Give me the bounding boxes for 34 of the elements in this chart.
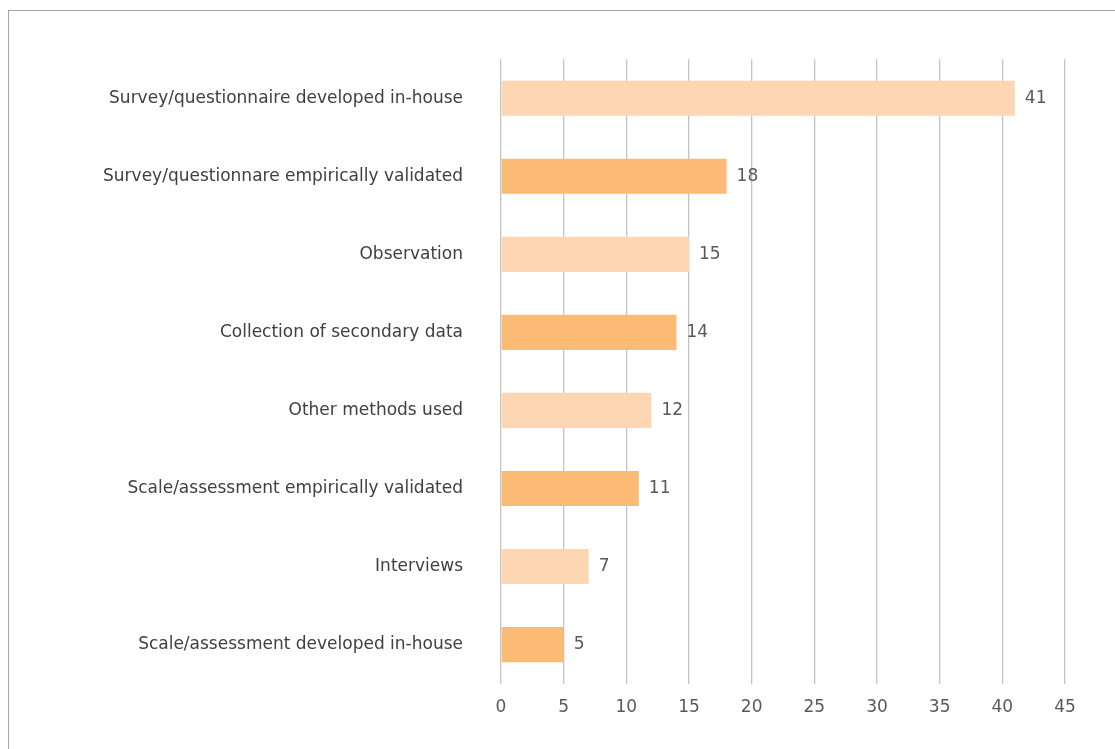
y-tick-label: Survey/questionnaire developed in-house bbox=[109, 86, 463, 107]
data-label: 14 bbox=[686, 320, 709, 341]
bar bbox=[501, 392, 652, 428]
data-label: 15 bbox=[699, 242, 721, 263]
x-tick-label: 10 bbox=[615, 696, 638, 717]
y-tick-label: Observation bbox=[359, 242, 463, 263]
bar bbox=[501, 548, 589, 585]
data-label: 5 bbox=[573, 633, 585, 653]
x-tick-label: 30 bbox=[866, 696, 888, 717]
bar bbox=[501, 236, 689, 272]
x-tick-label: 25 bbox=[803, 696, 826, 717]
data-label: 7 bbox=[598, 554, 610, 575]
data-label: 18 bbox=[736, 164, 759, 185]
data-label: 12 bbox=[661, 398, 684, 419]
y-tick-label: Survey/questionnare empirically validated bbox=[103, 164, 463, 185]
bar bbox=[501, 314, 677, 350]
data-label: 11 bbox=[648, 476, 671, 497]
y-tick-label: Interviews bbox=[375, 554, 464, 575]
bar bbox=[501, 470, 639, 507]
x-tick-label: 15 bbox=[678, 696, 700, 717]
bar bbox=[501, 158, 727, 194]
x-tick-label: 35 bbox=[928, 696, 951, 717]
x-tick-label: 0 bbox=[495, 696, 507, 717]
y-tick-label: Collection of secondary data bbox=[219, 320, 463, 341]
x-tick-label: 40 bbox=[991, 696, 1014, 717]
y-tick-label: Scale/assessment empirically validated bbox=[127, 476, 463, 497]
data-label: 41 bbox=[1024, 86, 1047, 107]
x-tick-label: 45 bbox=[1054, 696, 1076, 717]
y-tick-label: Scale/assessment developed in-house bbox=[138, 633, 463, 653]
bar bbox=[501, 80, 1015, 116]
x-tick-label: 20 bbox=[740, 696, 763, 717]
bar bbox=[501, 627, 564, 663]
x-tick-label: 5 bbox=[558, 696, 570, 717]
y-tick-label: Other methods used bbox=[288, 398, 463, 419]
